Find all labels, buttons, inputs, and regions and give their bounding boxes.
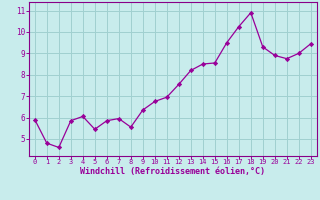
X-axis label: Windchill (Refroidissement éolien,°C): Windchill (Refroidissement éolien,°C) [80,167,265,176]
